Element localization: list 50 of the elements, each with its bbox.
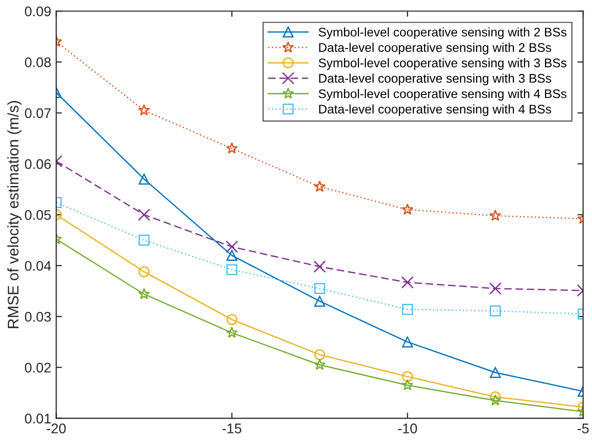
- y-tick-label: 0.02: [24, 362, 51, 373]
- point: [314, 358, 326, 370]
- y-tick-label: 0.08: [24, 57, 51, 68]
- x-tick-label: -5: [578, 424, 589, 434]
- point: [314, 180, 326, 192]
- point: [402, 371, 413, 382]
- point: [490, 391, 501, 402]
- point: [402, 203, 414, 215]
- point: [226, 326, 238, 338]
- point: [401, 276, 414, 289]
- point: [226, 250, 238, 261]
- point: [490, 367, 501, 378]
- point: [314, 296, 326, 307]
- x-tick-label: -15: [222, 424, 242, 434]
- y-tick-label: 0.03: [24, 312, 51, 322]
- point: [138, 266, 150, 278]
- y-tick-label: 0.01: [24, 414, 51, 424]
- point: [314, 283, 326, 294]
- point: [138, 104, 150, 116]
- point: [226, 314, 238, 326]
- legend-label: Data-level cooperative sensing with 2 BSs: [319, 42, 552, 54]
- y-tick-label: 0.04: [24, 260, 51, 271]
- legend-label: Symbol-level cooperative sensing with 2 BSs: [318, 27, 566, 40]
- legend-label: Symbol-level cooperative sensing with 4 BSs: [318, 88, 566, 101]
- point: [138, 208, 150, 221]
- legend-label: Symbol-level cooperative sensing with 3 BSs: [318, 58, 566, 70]
- x-tick-label: -10: [398, 424, 417, 434]
- y-tick-label: 0.09: [24, 6, 51, 16]
- point: [226, 264, 238, 276]
- point: [489, 282, 502, 295]
- point: [138, 288, 150, 300]
- y-tick-label: 0.06: [24, 159, 51, 169]
- point: [226, 240, 238, 253]
- legend-label: Data-level cooperative sensing with 4 BSs: [319, 104, 552, 116]
- point: [402, 304, 413, 315]
- point: [489, 210, 502, 221]
- y-tick-label: 0.07: [24, 108, 51, 118]
- x-tick-label: -20: [46, 424, 66, 434]
- point: [402, 336, 413, 348]
- point: [314, 260, 326, 273]
- point: [138, 174, 150, 185]
- point: [138, 234, 150, 246]
- y-tick-label: 0.05: [24, 210, 51, 220]
- point: [489, 394, 502, 406]
- point: [490, 305, 501, 316]
- point: [226, 142, 238, 154]
- point: [402, 379, 414, 390]
- y-axis-title: RMSE of velocity estimation (m/s): [7, 101, 22, 328]
- legend-label: Data-level cooperative sensing with 3 BSs: [319, 74, 552, 86]
- point: [314, 349, 326, 360]
